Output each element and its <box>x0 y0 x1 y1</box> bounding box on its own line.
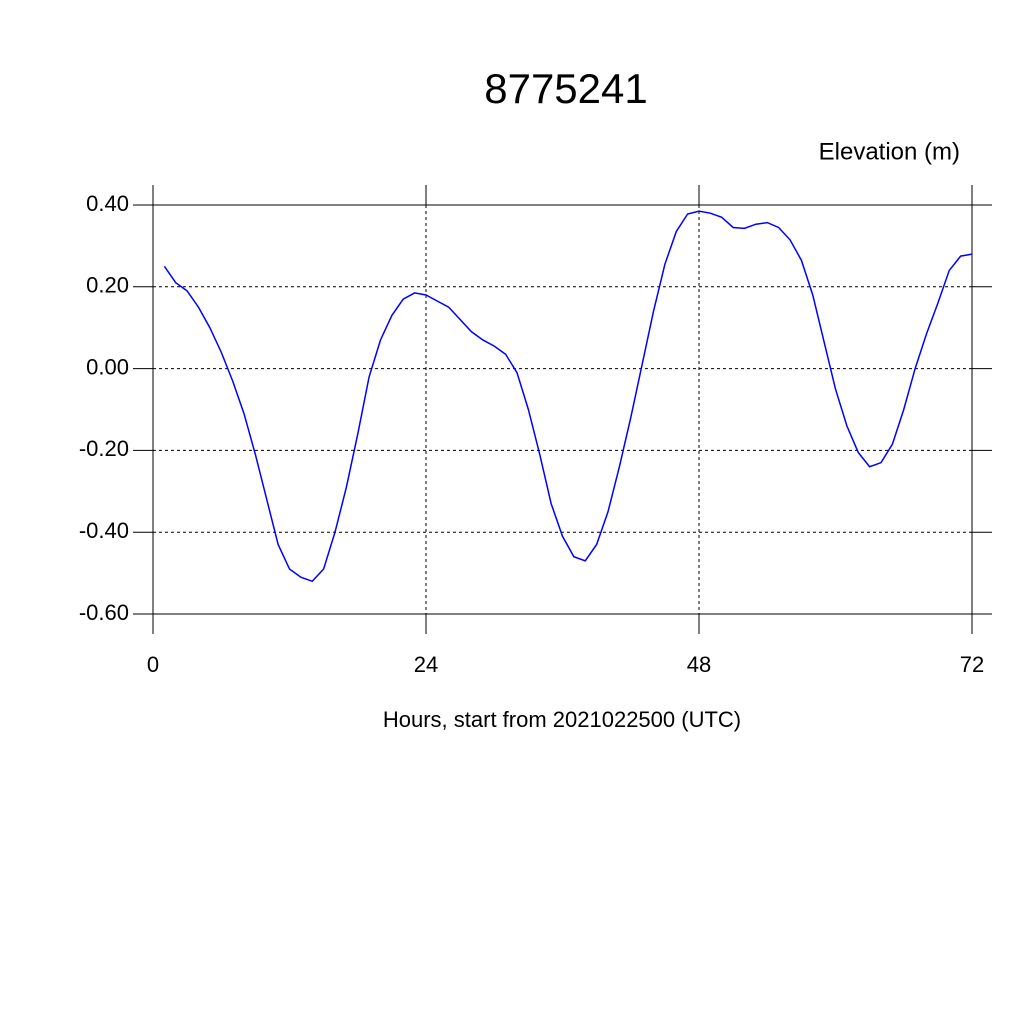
x-tick-label: 72 <box>960 652 984 677</box>
x-tick-label: 48 <box>687 652 711 677</box>
x-tick-label: 0 <box>147 652 159 677</box>
plot-frame <box>152 204 973 615</box>
y-tick-label: -0.40 <box>79 518 129 543</box>
y-axis-label: Elevation (m) <box>819 138 960 165</box>
y-tick-label: 0.40 <box>86 191 129 216</box>
data-line <box>163 210 973 583</box>
y-tick-label: 0.00 <box>86 354 129 379</box>
x-tick-label: 24 <box>414 652 438 677</box>
y-tick-label: -0.60 <box>79 600 129 625</box>
y-tick-label: -0.20 <box>79 436 129 461</box>
x-axis-label: Hours, start from 2021022500 (UTC) <box>383 707 741 732</box>
chart-title: 8775241 <box>484 65 648 112</box>
y-tick-label: 0.20 <box>86 273 129 298</box>
